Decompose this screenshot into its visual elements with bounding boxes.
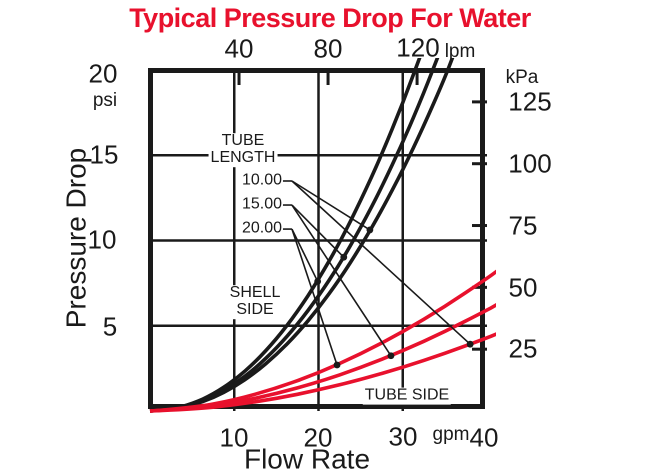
left-axis-title: Pressure Drop bbox=[60, 147, 92, 329]
left-axis-unit-psi: psi bbox=[92, 90, 118, 112]
bottom-axis-title: Flow Rate bbox=[243, 443, 371, 473]
tube-length-label: TUBE LENGTH bbox=[208, 132, 278, 167]
plot-border bbox=[148, 68, 485, 409]
bottom-axis-tick-label-10: 10 bbox=[219, 422, 249, 453]
callout-line-tube-10.00 bbox=[291, 180, 471, 345]
callout-dot-tube-10.00 bbox=[466, 340, 474, 348]
right-axis-tick-label-100: 100 bbox=[508, 148, 552, 179]
shell-side-label: SHELL SIDE bbox=[227, 284, 283, 319]
callout-dot-tube-20.00 bbox=[333, 361, 341, 369]
bottom-axis-tick-label-20: 20 bbox=[303, 422, 333, 453]
right-axis-tick-label-75: 75 bbox=[508, 210, 538, 241]
tube-length-15-label: 15.00 bbox=[240, 195, 283, 214]
callout-dot-shell-20.00 bbox=[314, 278, 322, 285]
shell-side-curve-15.00 bbox=[149, 58, 440, 413]
tube-length-20-label: 20.00 bbox=[240, 219, 283, 238]
callout-dot-tube-15.00 bbox=[387, 352, 395, 360]
top-axis-unit-lpm: lpm bbox=[444, 41, 476, 63]
callout-dot-shell-15.00 bbox=[340, 253, 348, 261]
bottom-axis-tick-label-40: 40 bbox=[469, 422, 499, 453]
callout-line-shell-15.00 bbox=[291, 204, 345, 258]
tube-side-curve-10.00 bbox=[149, 332, 496, 413]
chart-title: Typical Pressure Drop For Water bbox=[129, 2, 531, 33]
shell-side-label-line2: SIDE bbox=[236, 301, 274, 318]
tube-side-curve-15.00 bbox=[149, 302, 496, 413]
bottom-axis-unit-gpm: gpm bbox=[432, 424, 470, 446]
top-axis-tick-label-80: 80 bbox=[313, 33, 343, 64]
top-axis-tick-label-120: 120 bbox=[396, 32, 440, 63]
right-axis-tick-label-25: 25 bbox=[508, 333, 538, 364]
tube-length-label-line2: LENGTH bbox=[210, 149, 276, 166]
top-axis-tick-label-40: 40 bbox=[224, 33, 254, 64]
right-axis-tick-label-50: 50 bbox=[508, 272, 538, 303]
callout-dot-shell-10.00 bbox=[366, 226, 374, 234]
left-axis-tick-label-10: 10 bbox=[87, 224, 117, 255]
left-axis-tick-label-5: 5 bbox=[102, 311, 118, 342]
tube-side-label: TUBE SIDE bbox=[362, 386, 452, 405]
tube-length-10-label: 10.00 bbox=[240, 171, 283, 190]
callout-line-shell-20.00 bbox=[291, 228, 319, 282]
right-axis-tick-label-125: 125 bbox=[508, 86, 552, 117]
shell-side-curve-10.00 bbox=[149, 58, 455, 413]
callout-line-tube-15.00 bbox=[291, 204, 392, 357]
left-axis-tick-label-20: 20 bbox=[88, 58, 118, 89]
callout-line-shell-10.00 bbox=[291, 180, 371, 231]
tube-length-label-line1: TUBE bbox=[221, 132, 265, 150]
right-axis-unit-kpa: kPa bbox=[505, 67, 539, 89]
callout-line-tube-20.00 bbox=[291, 228, 338, 366]
shell-side-label-line1: SHELL bbox=[229, 284, 281, 302]
bottom-axis-tick-label-30: 30 bbox=[388, 421, 418, 452]
left-axis-tick-label-15: 15 bbox=[89, 139, 119, 170]
shell-side-curve-20.00 bbox=[149, 58, 422, 413]
